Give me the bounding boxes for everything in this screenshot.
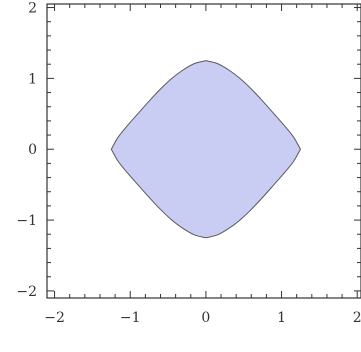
x-tick-label: 2 bbox=[353, 310, 361, 326]
y-axis-labels: −2 −1 0 1 2 bbox=[16, 1, 37, 300]
y-tick-label: 2 bbox=[28, 1, 37, 17]
x-tick-label: 0 bbox=[201, 310, 210, 326]
tick-marks bbox=[47, 4, 361, 298]
frame-box bbox=[46, 3, 361, 299]
plot-frame bbox=[46, 3, 361, 299]
x-axis-labels: −2 −1 0 1 2 bbox=[44, 310, 361, 326]
x-tick-label: −2 bbox=[44, 310, 65, 326]
y-tick-label: −2 bbox=[16, 284, 37, 300]
y-tick-label: 1 bbox=[28, 71, 37, 87]
shaded-region bbox=[110, 60, 302, 239]
x-tick-label: 1 bbox=[277, 310, 286, 326]
y-tick-label: −1 bbox=[16, 213, 37, 229]
y-tick-label: 0 bbox=[28, 142, 37, 158]
x-tick-label: −1 bbox=[120, 310, 141, 326]
region-layer bbox=[110, 60, 302, 239]
